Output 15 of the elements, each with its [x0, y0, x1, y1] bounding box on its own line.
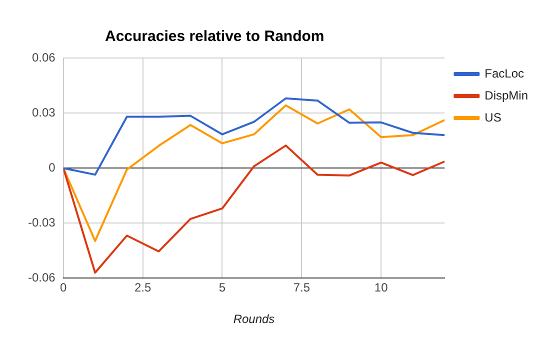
- y-tick-label: -0.06: [28, 270, 56, 285]
- chart-title: Accuracies relative to Random: [105, 28, 324, 45]
- y-tick-label: 0.03: [32, 105, 56, 120]
- y-tick-label: 0.06: [32, 50, 56, 64]
- x-tick-label: 5: [218, 280, 226, 295]
- x-axis-title: Rounds: [233, 312, 275, 326]
- x-tick-label: 10: [374, 280, 388, 295]
- legend-label: US: [484, 110, 502, 124]
- x-tick-label: 0: [60, 280, 68, 295]
- y-tick-label: 0: [48, 160, 56, 174]
- y-tick-label: -0.03: [28, 215, 56, 230]
- legend-label: DispMin: [484, 88, 528, 102]
- legend-label: FacLoc: [484, 66, 524, 80]
- x-tick-label: 7.5: [293, 280, 310, 295]
- x-tick-label: 2.5: [134, 280, 152, 295]
